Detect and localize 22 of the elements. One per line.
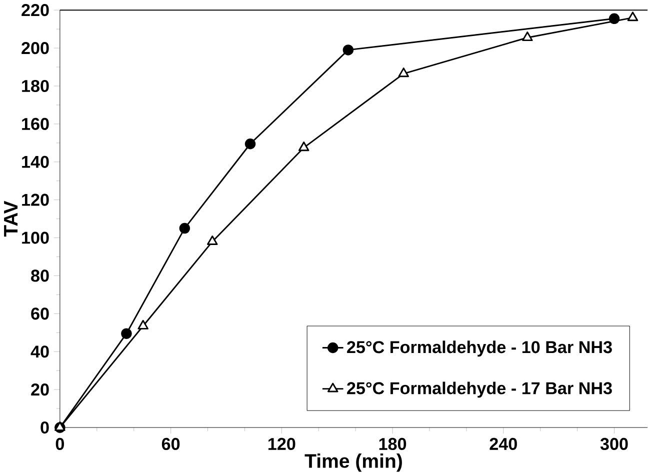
y-tick-label: 100 xyxy=(22,232,49,244)
y-tick-label: 60 xyxy=(31,308,49,320)
x-tick-label: 120 xyxy=(268,438,296,450)
legend-label: 25°C Formaldehyde - 17 Bar NH3 xyxy=(347,382,612,398)
y-tick-label: 20 xyxy=(31,384,49,396)
y-tick-label: 200 xyxy=(22,42,49,54)
y-tick-label: 0 xyxy=(40,422,49,434)
x-tick-label: 240 xyxy=(490,438,517,450)
x-axis-title: Time (min) xyxy=(304,454,402,472)
y-tick-label: 220 xyxy=(22,4,49,16)
x-tick-label: 0 xyxy=(56,438,64,450)
legend-label: 25°C Formaldehyde - 10 Bar NH3 xyxy=(347,340,612,357)
x-tick-label: 300 xyxy=(600,438,628,450)
y-tick-label: 120 xyxy=(22,194,49,206)
y-tick-label: 180 xyxy=(22,80,49,92)
y-tick-label: 140 xyxy=(22,156,49,168)
y-tick-label: 80 xyxy=(31,270,49,282)
y-tick-label: 40 xyxy=(30,346,49,358)
x-tick-label: 60 xyxy=(162,438,180,450)
y-axis-title: TAV xyxy=(4,200,18,237)
y-tick-label: 160 xyxy=(22,118,49,130)
x-tick-label: 180 xyxy=(379,438,406,450)
